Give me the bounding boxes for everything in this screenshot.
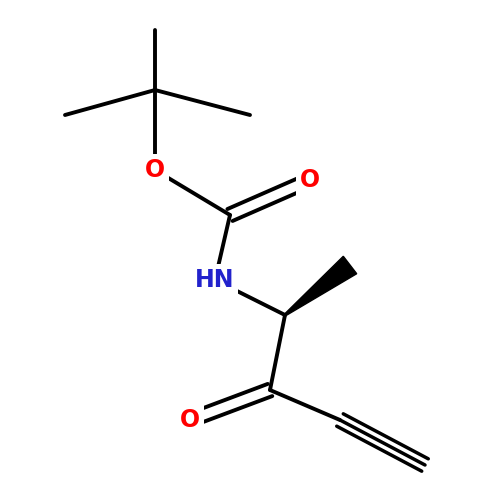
Text: O: O [180,408,200,432]
Text: HN: HN [195,268,235,292]
Polygon shape [284,256,356,316]
Text: O: O [145,158,165,182]
Text: O: O [300,168,320,192]
